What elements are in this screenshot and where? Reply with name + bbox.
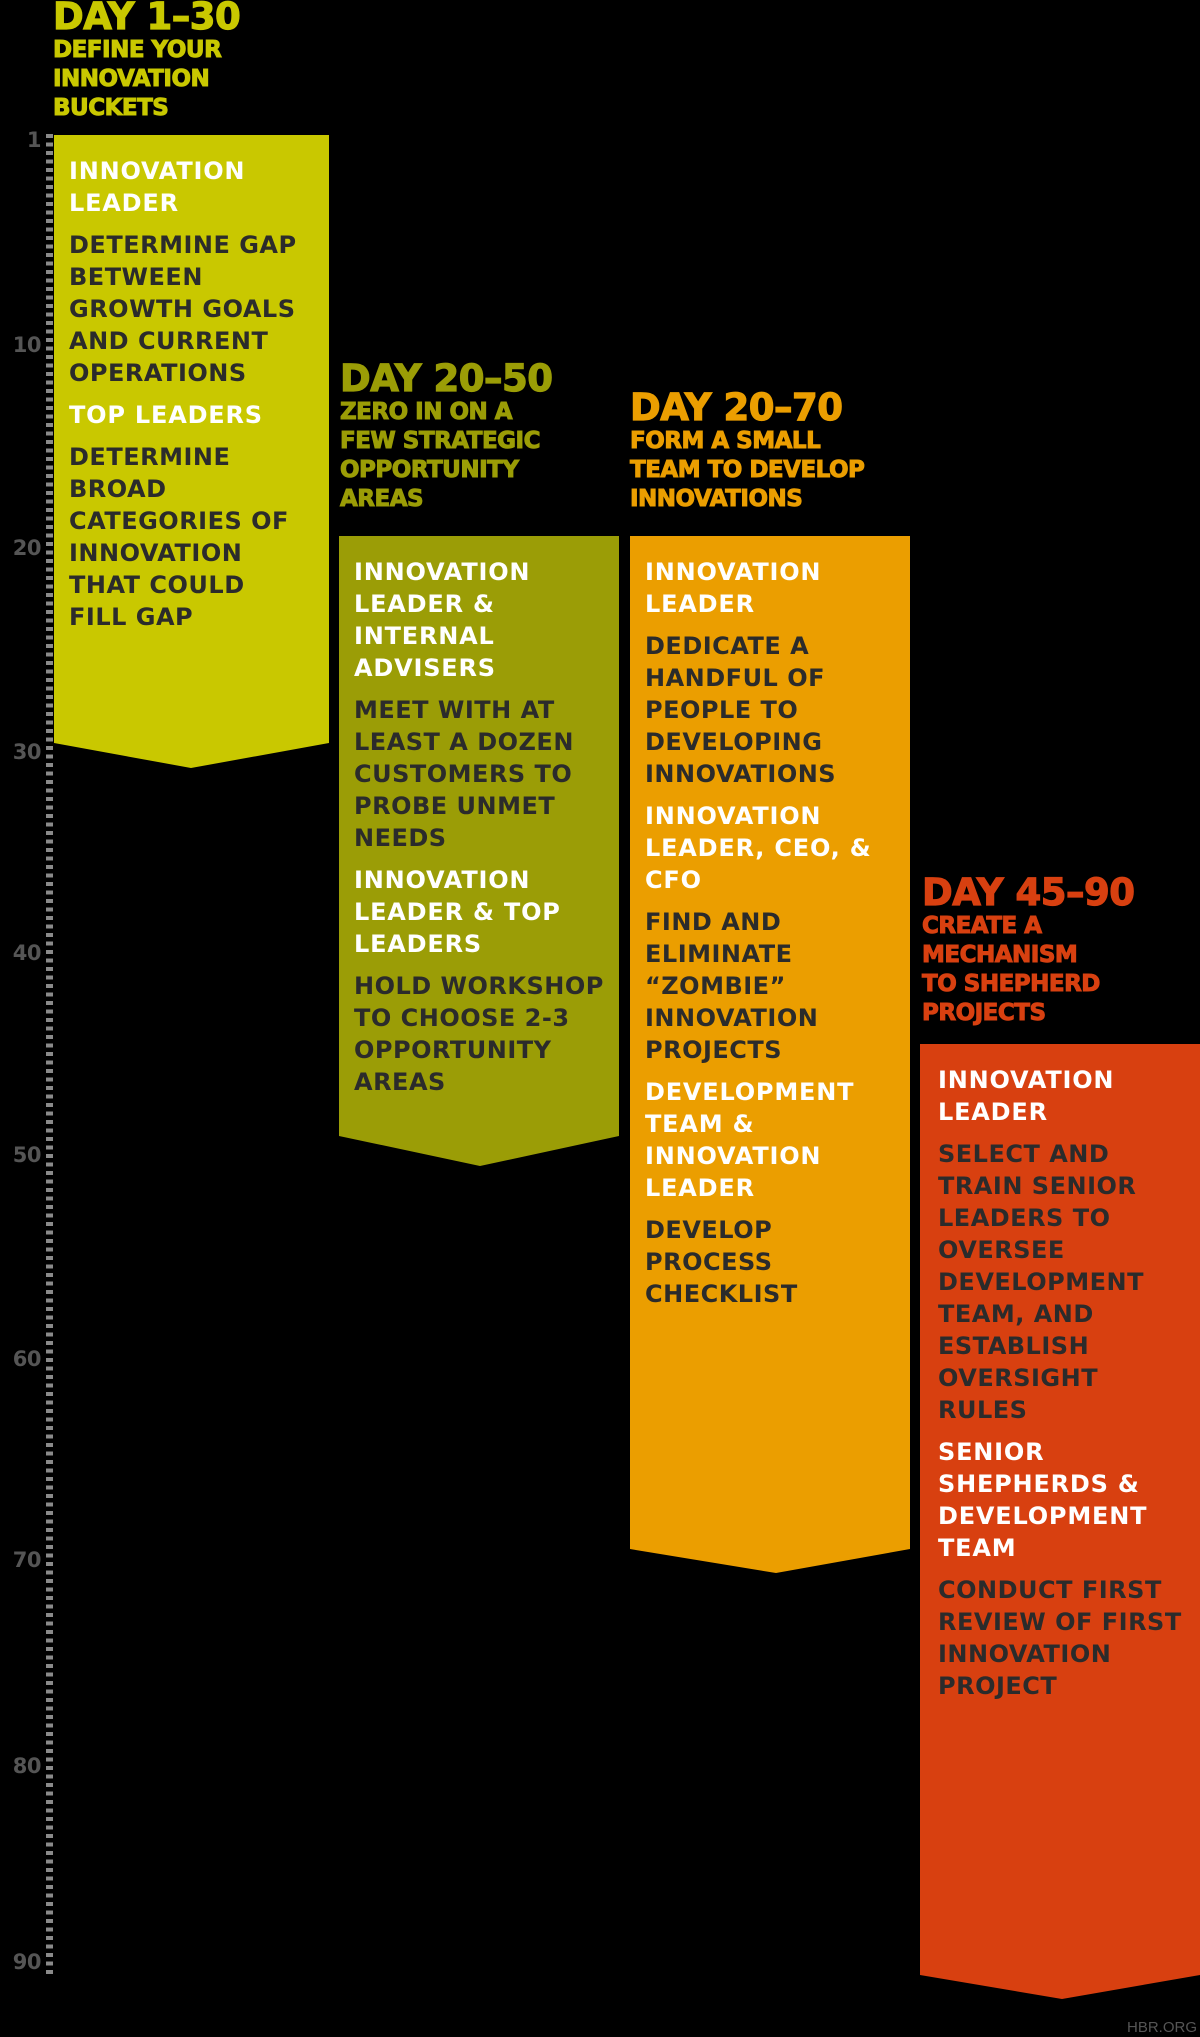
phase-3-steps: INNOVATION LEADER DEDICATE A HANDFUL OF … (630, 536, 910, 1310)
phase-1-subtitle: DEFINE YOUR INNOVATION BUCKETS (52, 37, 222, 122)
step-task: DETERMINE BROAD CATEGORIES OF INNOVATION… (69, 443, 289, 631)
phase-4-step-1: INNOVATION LEADER SELECT AND TRAIN SENIO… (938, 1064, 1190, 1426)
ruler-label-30: 30 (12, 740, 42, 764)
ruler-label-1: 1 (26, 128, 42, 152)
phase-4-box: INNOVATION LEADER SELECT AND TRAIN SENIO… (920, 1044, 1200, 2000)
phase-2-subtitle: ZERO IN ON A FEW STRATEGIC OPPORTUNITY A… (339, 399, 541, 513)
phase-4-header: DAY 45–90 CREATE A MECHANISM TO SHEPHERD… (921, 871, 1135, 1028)
phase-1-step-2: TOP LEADERS DETERMINE BROAD CATEGORIES O… (69, 399, 319, 633)
ruler-label-50: 50 (12, 1143, 42, 1167)
step-task: SELECT AND TRAIN SENIOR LEADERS TO OVERS… (938, 1140, 1144, 1424)
step-role: INNOVATION LEADER (938, 1066, 1115, 1126)
step-role: TOP LEADERS (69, 401, 263, 429)
phase-1-banner-shape (54, 135, 329, 768)
phase-1-steps: INNOVATION LEADER DETERMINE GAP BETWEEN … (54, 135, 329, 633)
ruler-label-60: 60 (12, 1347, 42, 1371)
phase-3-banner-shape (630, 536, 910, 1573)
phase-2-box: INNOVATION LEADER & INTERNAL ADVISERS ME… (339, 536, 619, 1167)
step-role: INNOVATION LEADER (645, 558, 822, 618)
ruler-label-90: 90 (12, 1950, 42, 1974)
phase-4-step-2: SENIOR SHEPHERDS & DEVELOPMENT TEAM COND… (938, 1436, 1190, 1702)
phase-2-step-2: INNOVATION LEADER & TOP LEADERS HOLD WOR… (354, 864, 609, 1098)
phase-3-box: INNOVATION LEADER DEDICATE A HANDFUL OF … (630, 536, 910, 1574)
step-role: INNOVATION LEADER & INTERNAL ADVISERS (354, 558, 531, 682)
ruler-label-10: 10 (12, 333, 42, 357)
phase-3-step-1: INNOVATION LEADER DEDICATE A HANDFUL OF … (645, 556, 900, 790)
phase-2-banner-shape (339, 536, 619, 1166)
step-task: FIND AND ELIMINATE “ZOMBIE” INNOVATION P… (645, 908, 819, 1064)
phase-3-step-2: INNOVATION LEADER, CEO, & CFO FIND AND E… (645, 800, 900, 1066)
step-role: INNOVATION LEADER (69, 157, 246, 217)
step-task: CONDUCT FIRST REVIEW OF FIRST INNOVATION… (938, 1576, 1182, 1700)
phase-1-title: DAY 1–30 (52, 0, 241, 38)
phase-4-steps: INNOVATION LEADER SELECT AND TRAIN SENIO… (920, 1044, 1200, 1702)
step-task: MEET WITH AT LEAST A DOZEN CUSTOMERS TO … (354, 696, 574, 852)
phase-1-box: INNOVATION LEADER DETERMINE GAP BETWEEN … (54, 135, 329, 769)
phase-3-title: DAY 20–70 (629, 386, 843, 429)
step-task: HOLD WORKSHOP TO CHOOSE 2-3 OPPORTUNITY … (354, 972, 604, 1096)
phase-2-title: DAY 20–50 (339, 357, 553, 400)
phase-4-subtitle: CREATE A MECHANISM TO SHEPHERD PROJECTS (921, 913, 1100, 1027)
ruler-label-80: 80 (12, 1754, 42, 1778)
phase-3-step-3: DEVELOPMENT TEAM & INNOVATION LEADER DEV… (645, 1076, 900, 1310)
phase-4-banner-shape (920, 1044, 1200, 1999)
step-role: INNOVATION LEADER & TOP LEADERS (354, 866, 561, 958)
ruler-label-40: 40 (12, 941, 42, 965)
phase-4-title: DAY 45–90 (921, 871, 1135, 914)
phase-3-header: DAY 20–70 FORM A SMALL TEAM TO DEVELOP I… (629, 386, 865, 514)
phase-2-header: DAY 20–50 ZERO IN ON A FEW STRATEGIC OPP… (339, 357, 553, 514)
phase-2-steps: INNOVATION LEADER & INTERNAL ADVISERS ME… (339, 536, 619, 1098)
phase-1-header: DAY 1–30 DEFINE YOUR INNOVATION BUCKETS (52, 0, 241, 123)
step-task: DETERMINE GAP BETWEEN GROWTH GOALS AND C… (69, 231, 297, 387)
phase-2-step-1: INNOVATION LEADER & INTERNAL ADVISERS ME… (354, 556, 609, 854)
step-role: SENIOR SHEPHERDS & DEVELOPMENT TEAM (938, 1438, 1148, 1562)
phase-1-step-1: INNOVATION LEADER DETERMINE GAP BETWEEN … (69, 155, 319, 389)
source-credit: HBR.ORG (1126, 2019, 1197, 2036)
ruler-label-70: 70 (12, 1548, 42, 1572)
step-role: INNOVATION LEADER, CEO, & CFO (645, 802, 872, 894)
step-task: DEDICATE A HANDFUL OF PEOPLE TO DEVELOPI… (645, 632, 837, 788)
day-ruler-ticks (46, 134, 53, 1978)
step-role: DEVELOPMENT TEAM & INNOVATION LEADER (645, 1078, 855, 1202)
ruler-label-20: 20 (12, 536, 42, 560)
phase-3-subtitle: FORM A SMALL TEAM TO DEVELOP INNOVATIONS (629, 428, 865, 513)
step-task: DEVELOP PROCESS CHECKLIST (645, 1216, 798, 1308)
